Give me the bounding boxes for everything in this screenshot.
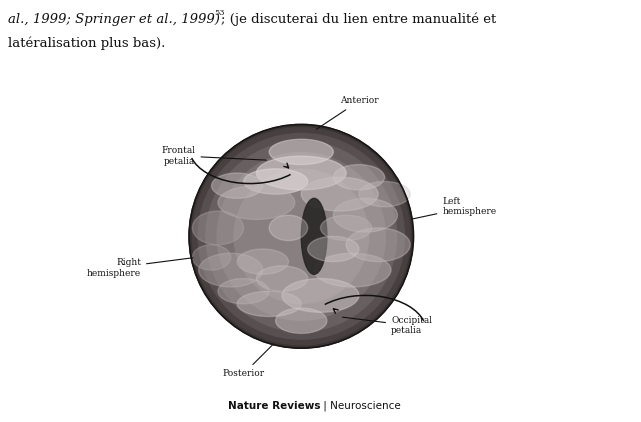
Ellipse shape bbox=[189, 124, 413, 348]
Text: al., 1999; Springer et al., 1999): al., 1999; Springer et al., 1999) bbox=[8, 13, 220, 26]
Text: Occipital
petalia: Occipital petalia bbox=[342, 316, 432, 335]
Ellipse shape bbox=[308, 236, 359, 262]
Text: Right
hemisphere: Right hemisphere bbox=[87, 258, 193, 278]
Ellipse shape bbox=[276, 308, 327, 333]
Text: | Neuroscience: | Neuroscience bbox=[320, 401, 401, 411]
Ellipse shape bbox=[206, 141, 397, 331]
Text: Anterior: Anterior bbox=[317, 97, 378, 129]
Ellipse shape bbox=[192, 245, 231, 270]
Ellipse shape bbox=[333, 165, 385, 190]
Ellipse shape bbox=[320, 215, 372, 241]
Ellipse shape bbox=[192, 128, 410, 345]
Ellipse shape bbox=[244, 169, 308, 194]
Ellipse shape bbox=[218, 186, 295, 219]
Ellipse shape bbox=[192, 211, 244, 245]
Text: 53: 53 bbox=[214, 9, 224, 17]
Ellipse shape bbox=[198, 133, 404, 339]
Ellipse shape bbox=[217, 152, 385, 320]
Ellipse shape bbox=[256, 266, 308, 291]
Ellipse shape bbox=[346, 228, 410, 262]
Ellipse shape bbox=[212, 173, 263, 198]
Text: Nature Reviews: Nature Reviews bbox=[228, 401, 320, 411]
Ellipse shape bbox=[269, 139, 333, 165]
Text: Left
hemisphere: Left hemisphere bbox=[413, 197, 496, 219]
Ellipse shape bbox=[314, 253, 391, 287]
Ellipse shape bbox=[218, 279, 269, 304]
Ellipse shape bbox=[333, 198, 397, 232]
Ellipse shape bbox=[269, 215, 308, 241]
Ellipse shape bbox=[237, 291, 301, 316]
Text: latéralisation plus bas).: latéralisation plus bas). bbox=[8, 36, 165, 49]
Text: Posterior: Posterior bbox=[222, 344, 274, 378]
Ellipse shape bbox=[234, 169, 369, 303]
Text: ; (je discuterai du lien entre manualité et: ; (je discuterai du lien entre manualité… bbox=[221, 13, 495, 27]
Ellipse shape bbox=[359, 181, 410, 207]
Ellipse shape bbox=[256, 156, 346, 190]
Ellipse shape bbox=[301, 177, 378, 211]
Text: Frontal
petalia: Frontal petalia bbox=[162, 146, 267, 165]
Ellipse shape bbox=[237, 249, 288, 274]
Ellipse shape bbox=[301, 198, 327, 274]
Ellipse shape bbox=[199, 253, 263, 287]
Ellipse shape bbox=[282, 279, 359, 312]
